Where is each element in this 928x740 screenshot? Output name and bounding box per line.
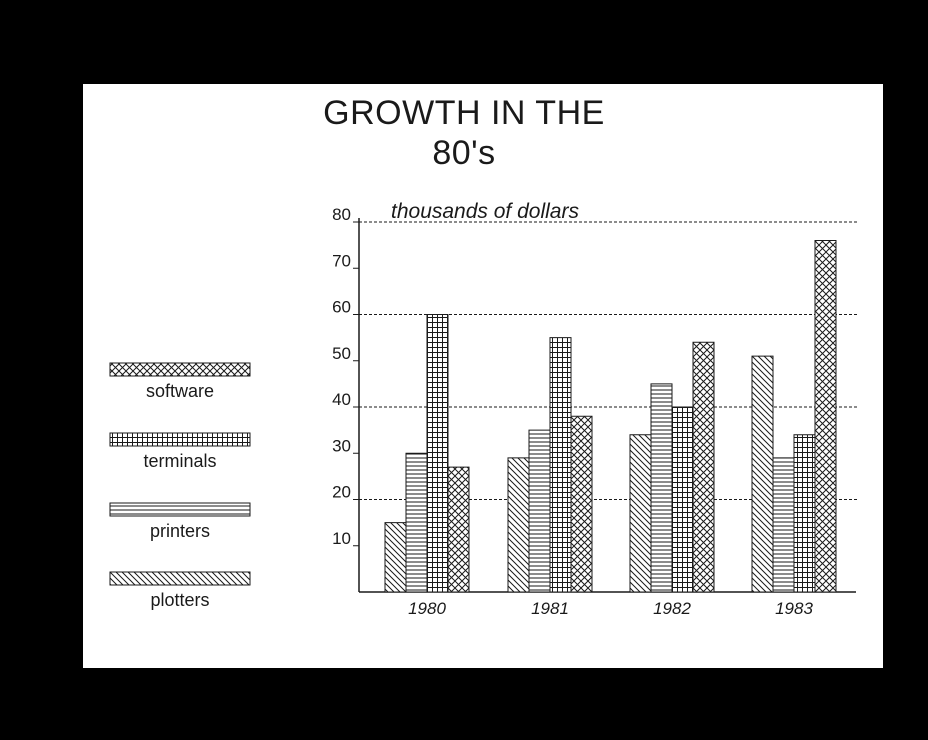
bar-software-1981 [570,415,593,593]
legend-swatch-printers [109,502,251,517]
y-tick-label: 20 [332,483,351,502]
chart-title-line-2: 80's [432,134,496,172]
y-tick-label: 50 [332,344,351,363]
x-tick-label: 1980 [408,599,446,618]
y-tick-label: 30 [332,436,351,455]
legend-swatch-software [109,362,251,377]
y-tick-label: 60 [332,298,351,317]
y-tick-label: 80 [332,205,351,224]
bar-printers-1982 [650,383,673,593]
x-tick-label: 1981 [531,599,569,618]
legend-label-printers: printers [150,521,210,541]
legend-label-terminals: terminals [143,451,216,471]
bar-plotters-1981 [507,457,530,593]
y-tick-label: 10 [332,529,351,548]
bar-software-1982 [692,341,715,593]
bar-printers-1981 [528,429,551,593]
chart-title-line-1: GROWTH IN THE [323,94,605,132]
bar-software-1980 [447,466,470,593]
bar-printers-1983 [772,457,795,593]
x-tick-label: 1982 [653,599,691,618]
legend-label-plotters: plotters [150,590,209,610]
y-tick-label: 40 [332,390,351,409]
bar-terminals-1980 [426,314,449,593]
bar-terminals-1982 [671,406,694,593]
bar-terminals-1981 [549,337,572,593]
bar-plotters-1983 [751,355,774,593]
x-tick-label: 1983 [775,599,813,618]
bar-plotters-1982 [629,434,652,593]
legend-swatch-terminals [109,432,251,447]
legend-label-software: software [146,381,214,401]
y-axis-label: thousands of dollars [391,200,579,223]
bar-terminals-1983 [793,434,816,593]
legend-swatch-plotters [109,571,251,586]
bar-plotters-1980 [384,522,407,593]
y-tick-label: 70 [332,251,351,270]
bar-software-1983 [814,240,837,593]
bar-printers-1980 [405,452,428,593]
